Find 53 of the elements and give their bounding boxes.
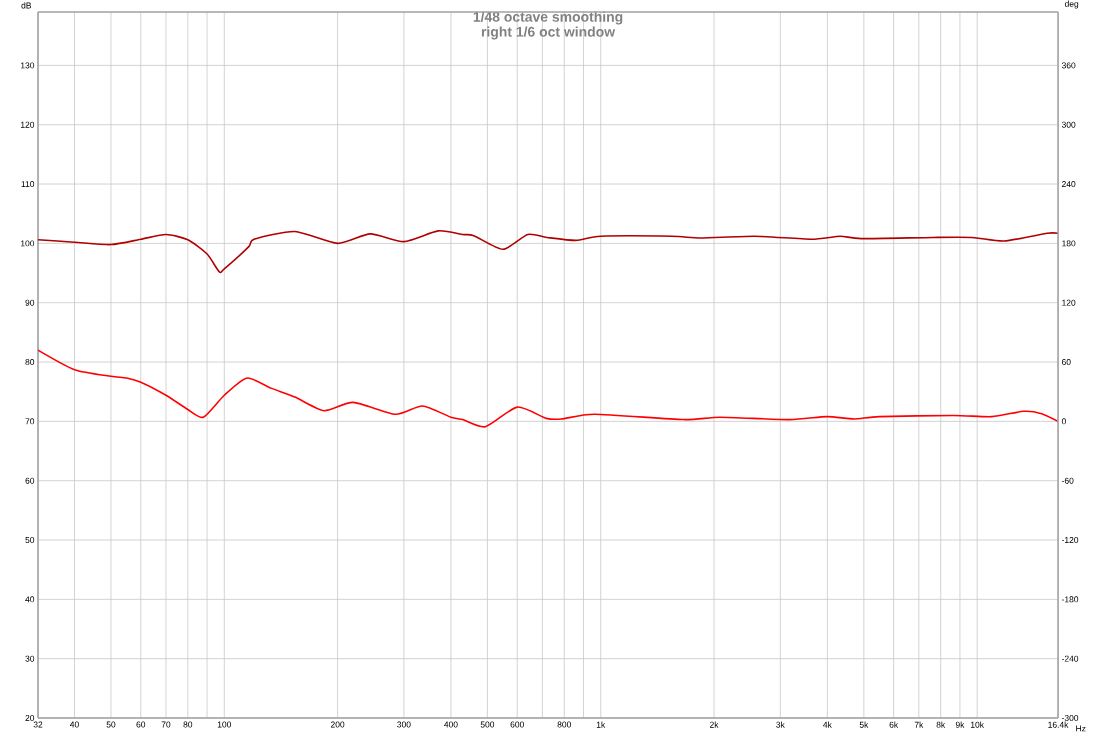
x-tick-label: 500 <box>480 721 495 728</box>
y2-tick-label: -300 <box>1061 715 1079 721</box>
x-tick-label: 10k <box>970 721 985 728</box>
x-tick-label: 9k <box>955 721 965 728</box>
y-tick-label: 80 <box>25 359 35 366</box>
y2-tick-label: 240 <box>1062 181 1076 188</box>
chart-title: 1/48 octave smoothing <box>473 11 623 25</box>
x-tick-label: 50 <box>106 721 116 728</box>
x-tick-label: 4k <box>823 721 832 728</box>
y-tick-label: 130 <box>21 62 35 69</box>
y2-tick-label: 120 <box>1062 299 1076 306</box>
x-axis-title: Hz <box>1076 725 1086 732</box>
y-tick-label: 20 <box>25 715 35 721</box>
y-axis-title: dB <box>21 2 32 9</box>
y-tick-label: 50 <box>25 537 35 544</box>
x-tick-label: 200 <box>330 721 345 728</box>
x-tick-label: 80 <box>183 721 193 728</box>
x-tick-label: 1k <box>596 721 606 728</box>
x-tick-label: 32 <box>33 721 43 728</box>
y2-tick-label: 300 <box>1061 121 1076 128</box>
y-tick-label: 100 <box>21 240 35 247</box>
y2-tick-label: -60 <box>1061 477 1074 484</box>
x-tick-label: 400 <box>444 721 458 728</box>
y-tick-label: 120 <box>21 121 35 128</box>
y2-tick-label: 360 <box>1061 62 1076 69</box>
y-tick-label: 40 <box>25 596 35 603</box>
y-tick-label: 110 <box>21 181 35 188</box>
x-tick-label: 70 <box>161 721 171 728</box>
y-tick-label: 60 <box>25 477 35 484</box>
x-tick-label: 100 <box>217 721 232 728</box>
x-tick-label: 3k <box>776 721 785 728</box>
x-tick-label: 800 <box>557 721 571 728</box>
x-tick-label: 8k <box>936 721 946 728</box>
x-tick-label: 6k <box>889 721 899 728</box>
text: right 1/6 oct window <box>481 26 616 40</box>
y2-tick-label: -120 <box>1061 537 1079 544</box>
x-tick-label: 40 <box>69 721 79 728</box>
x-tick-label: 5k <box>859 721 869 728</box>
y-tick-label: 30 <box>25 655 35 662</box>
y2-tick-label: -180 <box>1061 596 1079 603</box>
x-tick-label: 16.4k <box>1048 721 1069 728</box>
x-tick-label: 2k <box>709 721 719 728</box>
y2-axis-title: deg <box>1064 0 1079 9</box>
x-tick-label: 600 <box>510 721 524 728</box>
y-tick-label: 90 <box>25 299 35 306</box>
x-tick-label: 7k <box>914 721 924 728</box>
y-tick-label: 70 <box>25 418 35 425</box>
y2-tick-label: 180 <box>1062 240 1076 247</box>
y2-tick-label: 0 <box>1061 418 1066 425</box>
x-tick-label: 300 <box>397 721 411 728</box>
y2-tick-label: 60 <box>1062 359 1071 366</box>
y2-tick-label: -240 <box>1061 655 1079 662</box>
x-tick-label: 60 <box>136 721 146 728</box>
